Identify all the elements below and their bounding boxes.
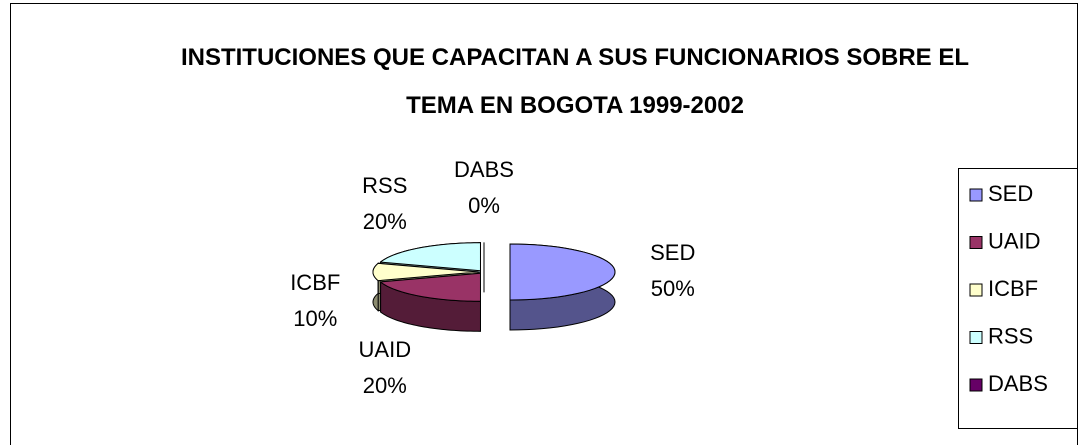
legend-label: DABS bbox=[988, 371, 1048, 396]
legend-label: ICBF bbox=[988, 276, 1038, 301]
legend-swatch bbox=[969, 283, 983, 297]
legend-label: RSS bbox=[988, 323, 1033, 348]
slice-value-label: 0% bbox=[468, 193, 500, 218]
legend-label: SED bbox=[988, 181, 1033, 206]
slice-value-label: 20% bbox=[363, 209, 407, 234]
slice-top bbox=[379, 242, 481, 272]
pie-slice bbox=[379, 272, 481, 332]
legend-label: UAID bbox=[988, 228, 1041, 253]
slice-top bbox=[379, 272, 481, 302]
slice-top bbox=[509, 243, 616, 301]
chart-title: INSTITUCIONES QUE CAPACITAN A SUS FUNCIO… bbox=[180, 44, 970, 119]
legend-swatch bbox=[969, 188, 983, 202]
slice-value-label: 10% bbox=[293, 306, 337, 331]
legend-swatch bbox=[969, 331, 983, 344]
slice-label: DABS bbox=[454, 157, 514, 182]
slice-label: ICBF bbox=[290, 270, 340, 295]
pie-slice bbox=[509, 243, 616, 331]
legend-swatch bbox=[969, 236, 983, 249]
slice-label: RSS bbox=[362, 173, 407, 198]
slice-label: UAID bbox=[359, 337, 412, 362]
slice-top bbox=[372, 262, 479, 282]
slice-value-label: 50% bbox=[651, 276, 695, 301]
slice-label: SED bbox=[650, 240, 695, 265]
slice-value-label: 20% bbox=[363, 373, 407, 398]
legend-swatch bbox=[969, 378, 983, 392]
